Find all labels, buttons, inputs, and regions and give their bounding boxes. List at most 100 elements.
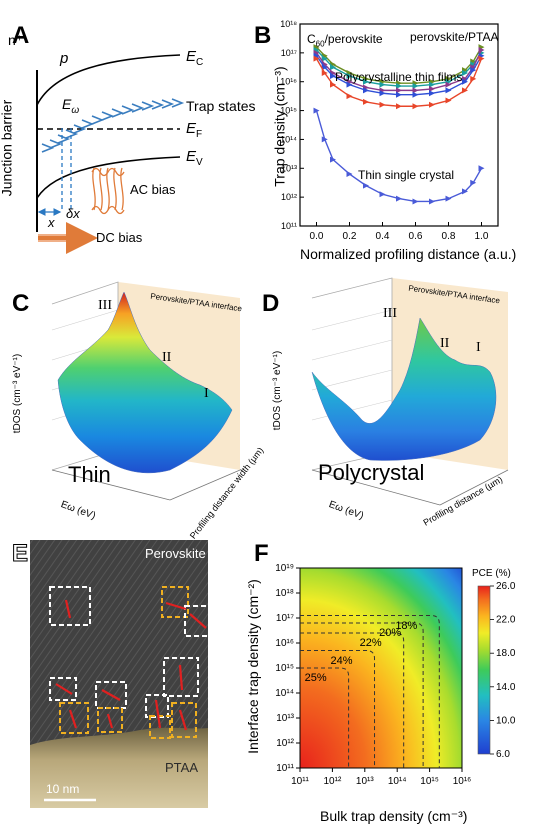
b-y-tick-label: 10¹⁶ [280, 77, 297, 87]
f-contour-line [300, 615, 440, 768]
ac-bias-label: AC bias [130, 182, 176, 197]
f-contour-label: 24% [330, 654, 353, 667]
p-label: p [60, 50, 69, 67]
ev-band-curve [36, 156, 181, 199]
f-x-tick-label: 10¹⁵ [420, 776, 439, 787]
x-label: x [48, 215, 55, 230]
b-series-point [321, 64, 328, 71]
b-series-point [330, 64, 336, 71]
b-series-point [363, 78, 369, 85]
b-series-point [429, 198, 435, 205]
b-series-point [379, 101, 386, 108]
panel-d-region-i: I [476, 340, 481, 355]
b-series-point [445, 195, 452, 202]
b-series-point [412, 83, 419, 90]
b-x-tick-label: 0.4 [376, 231, 390, 242]
f-contour-label: 18% [395, 619, 418, 632]
single-crystal-label: Thin single crystal [358, 168, 455, 182]
b-y-tick-label: 10¹⁷ [281, 48, 297, 58]
panel-c-floor-right [169, 469, 241, 501]
scale-bar-label: 10 nm [46, 782, 80, 796]
f-y-tick-label: 10¹² [276, 738, 294, 749]
b-series-point [321, 55, 328, 62]
b-series-point [470, 179, 477, 186]
b-series-point [462, 70, 468, 77]
ptaa-layer [30, 727, 208, 808]
b-y-tick-label: 10¹⁵ [280, 106, 297, 116]
b-series-point [313, 55, 320, 62]
b-series-point [412, 91, 419, 98]
b-x-tick-label: 0.0 [310, 231, 324, 242]
b-series-point [330, 72, 336, 79]
b-series-point [363, 98, 369, 105]
colorbar-title: PCE (%) [472, 568, 511, 579]
f-y-tick-label: 10¹⁹ [275, 563, 294, 574]
panel-d-region-iii: III [383, 306, 397, 321]
panel-c-region-iii: III [98, 298, 112, 313]
b-series-point [470, 75, 477, 82]
trap-states-label: Trap states [186, 98, 256, 114]
f-y-tick-label: 10¹³ [276, 713, 294, 724]
b-series-point [379, 81, 386, 88]
b-series-point [363, 182, 369, 189]
b-y-tick-label: 10¹² [281, 192, 297, 202]
f-contour-label: 20% [379, 627, 402, 639]
b-series-point [379, 191, 386, 198]
panel-e-letter: E [11, 540, 29, 568]
b-x-tick-label: 1.0 [475, 231, 489, 242]
f-x-tick-label: 10¹³ [356, 776, 374, 787]
panel-c-thin-label: Thin [68, 462, 111, 487]
panel-b-xlabel: Normalized profiling distance (a.u.) [300, 246, 517, 262]
b-series-point [396, 87, 402, 94]
pce-colorbar [477, 585, 491, 755]
b-series-point [330, 81, 336, 88]
pce-heatmap [299, 567, 463, 769]
b-series-point [379, 90, 386, 97]
ef-label: EF [186, 120, 203, 140]
b-series-point [478, 55, 485, 62]
b-series-point [470, 67, 477, 74]
panel-c-region-i: I [204, 386, 209, 401]
trap-states-chevrons [41, 98, 185, 153]
b-series-point [313, 107, 320, 114]
f-y-tick-label: 10¹⁵ [275, 663, 294, 674]
panel-c-tdos-surface [57, 291, 233, 474]
f-y-tick-label: 10¹⁷ [276, 613, 294, 624]
colorbar-tick-label: 26.0 [496, 581, 516, 592]
b-series-point [363, 87, 369, 94]
b-series-point [396, 91, 402, 98]
b-y-tick-label: 10¹³ [281, 163, 297, 173]
panel-c-floor-front [51, 469, 171, 501]
b-series-point [429, 85, 435, 92]
b-series-point [462, 87, 468, 94]
f-contour-line [300, 622, 424, 768]
b-series-point [445, 87, 452, 94]
b-series-point [412, 103, 419, 110]
panel-d-polycrystal-label: Polycrystal [318, 460, 425, 485]
dc-bias-label: DC bias [96, 230, 143, 245]
dx-label: δx [66, 206, 80, 221]
b-series-point [396, 103, 402, 110]
f-x-tick-label: 10¹⁶ [453, 776, 472, 787]
b-series-point [429, 81, 435, 88]
b-x-tick-label: 0.8 [442, 231, 456, 242]
f-contour-line [300, 650, 376, 768]
b-series-point [478, 46, 485, 53]
b-series-point [321, 136, 328, 143]
panel-f-ylabel: Interface trap density (cm⁻²) [244, 579, 261, 754]
b-series-point [346, 93, 353, 100]
b-y-tick-label: 10¹¹ [281, 221, 297, 231]
colorbar-tick-label: 22.0 [496, 615, 516, 626]
f-x-tick-label: 10¹⁴ [388, 776, 407, 787]
b-series-point [462, 78, 468, 85]
panel-d-left-wall [311, 277, 393, 471]
f-x-tick-label: 10¹¹ [291, 776, 309, 787]
b-series-point [445, 81, 452, 88]
b-series-point [412, 87, 419, 94]
b-series-point [396, 83, 402, 90]
panel-c-letter: C [12, 290, 30, 317]
